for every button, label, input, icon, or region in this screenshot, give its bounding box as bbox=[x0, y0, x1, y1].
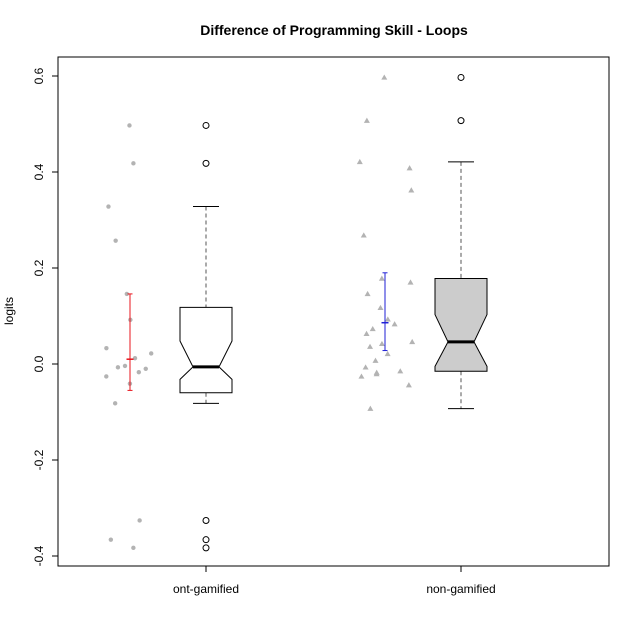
data-point bbox=[381, 74, 388, 80]
data-point bbox=[409, 338, 416, 345]
data-point bbox=[115, 365, 121, 370]
data-point bbox=[377, 304, 384, 311]
plot-frame bbox=[57, 56, 610, 567]
data-point bbox=[132, 356, 138, 361]
data-point bbox=[408, 187, 415, 193]
y-tick-label: 0.4 bbox=[32, 163, 46, 180]
data-point bbox=[106, 204, 111, 209]
data-point bbox=[367, 343, 374, 349]
data-point bbox=[112, 401, 118, 406]
data-point bbox=[363, 117, 370, 123]
data-point bbox=[122, 363, 128, 369]
data-point bbox=[364, 290, 371, 297]
data-point bbox=[407, 279, 414, 285]
x-tick-label: non-gamified bbox=[426, 582, 495, 596]
x-axis: ont-gamified non-gamified bbox=[173, 566, 496, 596]
data-point bbox=[356, 158, 363, 165]
data-point bbox=[149, 351, 154, 356]
outlier-point bbox=[457, 73, 465, 81]
data-point bbox=[143, 366, 148, 371]
data-point bbox=[137, 518, 142, 523]
outlier-point bbox=[202, 516, 210, 524]
data-point bbox=[124, 291, 130, 297]
data-point bbox=[391, 321, 398, 327]
y-axis-label: logits bbox=[2, 297, 16, 325]
data-point bbox=[405, 382, 412, 388]
data-point bbox=[397, 368, 404, 374]
data-point bbox=[372, 357, 379, 363]
data-point bbox=[373, 371, 380, 377]
data-point bbox=[127, 123, 132, 128]
y-tick-label: 0.6 bbox=[32, 67, 46, 84]
data-point bbox=[113, 238, 118, 243]
outlier-point bbox=[202, 159, 210, 167]
boxplot-groups bbox=[104, 73, 488, 552]
data-point bbox=[131, 161, 136, 166]
data-point bbox=[384, 350, 391, 357]
y-tick-label: -0.4 bbox=[32, 545, 46, 566]
data-point bbox=[104, 345, 109, 351]
data-point bbox=[131, 545, 136, 551]
data-point bbox=[362, 364, 369, 370]
data-point bbox=[369, 325, 376, 332]
outlier-point bbox=[202, 121, 210, 129]
data-point bbox=[104, 374, 109, 379]
data-point bbox=[360, 232, 367, 238]
data-point bbox=[108, 537, 114, 542]
data-point bbox=[367, 405, 374, 411]
x-tick-label: ont-gamified bbox=[173, 582, 239, 596]
group-non-gamified bbox=[356, 73, 488, 411]
y-tick-label: -0.2 bbox=[32, 449, 46, 470]
outlier-point bbox=[457, 117, 465, 125]
y-axis: -0.4 -0.2 0.0 0.2 0.4 0.6 bbox=[32, 67, 59, 566]
data-point bbox=[378, 340, 385, 347]
data-point bbox=[136, 369, 142, 375]
y-tick-label: 0.2 bbox=[32, 259, 46, 276]
notched-box bbox=[434, 278, 488, 372]
chart-title: Difference of Programming Skill - Loops bbox=[200, 22, 468, 38]
outlier-point bbox=[202, 544, 210, 552]
data-point bbox=[363, 330, 370, 336]
data-point bbox=[384, 316, 391, 322]
data-point bbox=[378, 275, 385, 281]
notched-box bbox=[179, 306, 233, 394]
data-point bbox=[358, 373, 365, 379]
group-ont-gamified bbox=[104, 121, 233, 552]
data-point bbox=[406, 165, 413, 171]
y-tick-label: 0.0 bbox=[32, 355, 46, 372]
outlier-point bbox=[202, 536, 210, 544]
